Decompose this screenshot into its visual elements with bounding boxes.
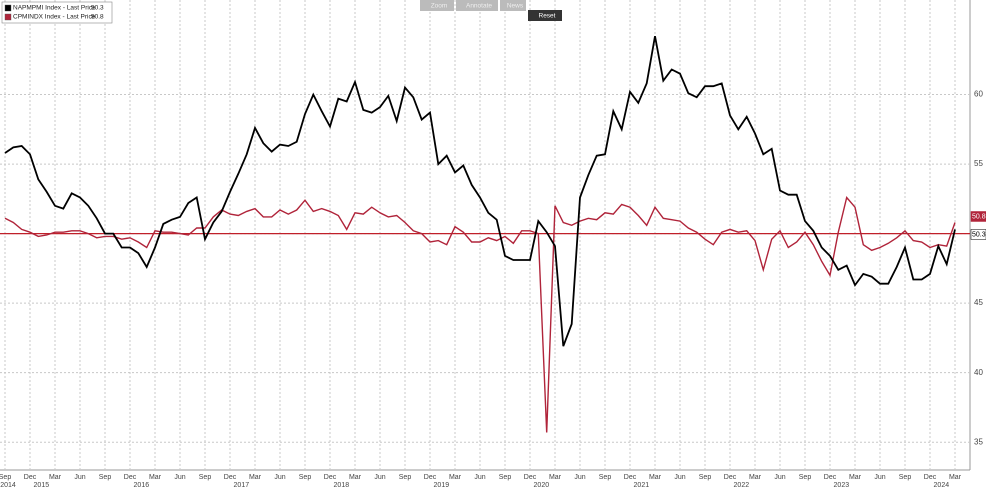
x-year-label: 2020 [534, 482, 550, 489]
toolbar-button[interactable] [500, 0, 526, 11]
y-tick-label: 55 [974, 159, 983, 168]
x-tick-label: Sep [0, 474, 11, 481]
x-tick-label: Jun [274, 474, 285, 481]
y-tick-label: 60 [974, 90, 983, 99]
x-tick-label: Mar [949, 474, 962, 481]
x-tick-label: Sep [899, 474, 912, 481]
x-tick-label: Jun [874, 474, 885, 481]
x-tick-label: Jun [574, 474, 585, 481]
x-year-label: 2016 [134, 482, 150, 489]
x-year-label: 2017 [234, 482, 250, 489]
toolbar-label: News [507, 3, 524, 10]
x-tick-label: Sep [499, 474, 512, 481]
toolbar-label: Zoom [431, 3, 448, 10]
x-tick-label: Dec [424, 474, 437, 481]
x-tick-label: Dec [324, 474, 337, 481]
x-year-label: 2022 [734, 482, 750, 489]
value-tag-label: 50.3 [972, 231, 986, 238]
x-tick-label: Sep [599, 474, 612, 481]
toolbar-label: Reset [539, 13, 556, 20]
x-tick-label: Mar [549, 474, 562, 481]
toolbar-label: Annotate [466, 3, 492, 10]
x-tick-label: Sep [199, 474, 212, 481]
x-tick-label: Dec [824, 474, 837, 481]
toolbar-button[interactable] [528, 10, 562, 21]
x-tick-label: Dec [224, 474, 237, 481]
x-tick-label: Sep [799, 474, 812, 481]
x-year-label: 2023 [834, 482, 850, 489]
x-tick-label: Mar [849, 474, 862, 481]
legend-value: 50.8 [91, 14, 104, 21]
legend-value: 50.3 [91, 5, 104, 12]
x-tick-label: Mar [349, 474, 362, 481]
x-tick-label: Sep [99, 474, 112, 481]
x-year-label: 2024 [934, 482, 950, 489]
x-tick-label: Jun [374, 474, 385, 481]
x-tick-label: Sep [699, 474, 712, 481]
x-tick-label: Dec [924, 474, 937, 481]
series-line [4, 36, 956, 347]
x-year-label: 2019 [434, 482, 450, 489]
legend-label: NAPMPMI Index - Last Price [13, 5, 96, 12]
x-tick-label: Mar [649, 474, 662, 481]
x-tick-label: Jun [74, 474, 85, 481]
x-tick-label: Dec [724, 474, 737, 481]
toolbar-button[interactable] [420, 0, 454, 11]
x-tick-label: Jun [174, 474, 185, 481]
x-year-label: 2021 [634, 482, 650, 489]
value-tag [970, 211, 986, 222]
value-tag-label: 50.8 [972, 213, 986, 220]
value-tag [970, 229, 986, 240]
x-tick-label: Dec [624, 474, 637, 481]
toolbar-button[interactable] [456, 0, 498, 11]
x-year-label: 2018 [334, 482, 350, 489]
legend-label: CPMINDX Index - Last Price [13, 14, 96, 21]
x-tick-label: Mar [49, 474, 62, 481]
x-tick-label: Dec [24, 474, 37, 481]
x-tick-label: Mar [749, 474, 762, 481]
x-tick-label: Dec [524, 474, 537, 481]
x-tick-label: Dec [124, 474, 137, 481]
x-year-label: 2014 [0, 482, 16, 489]
x-tick-label: Mar [449, 474, 462, 481]
legend-swatch [4, 4, 12, 12]
x-tick-label: Mar [249, 474, 262, 481]
y-tick-label: 40 [974, 368, 983, 377]
x-tick-label: Jun [474, 474, 485, 481]
y-tick-label: 35 [974, 437, 983, 446]
series-line [4, 196, 956, 433]
x-tick-label: Jun [774, 474, 785, 481]
x-tick-label: Sep [299, 474, 312, 481]
x-tick-label: Mar [149, 474, 162, 481]
legend-box [1, 1, 113, 24]
x-year-label: 2015 [34, 482, 50, 489]
x-tick-label: Sep [399, 474, 412, 481]
x-tick-label: Jun [674, 474, 685, 481]
y-tick-label: 45 [974, 298, 983, 307]
legend-swatch [4, 13, 12, 21]
